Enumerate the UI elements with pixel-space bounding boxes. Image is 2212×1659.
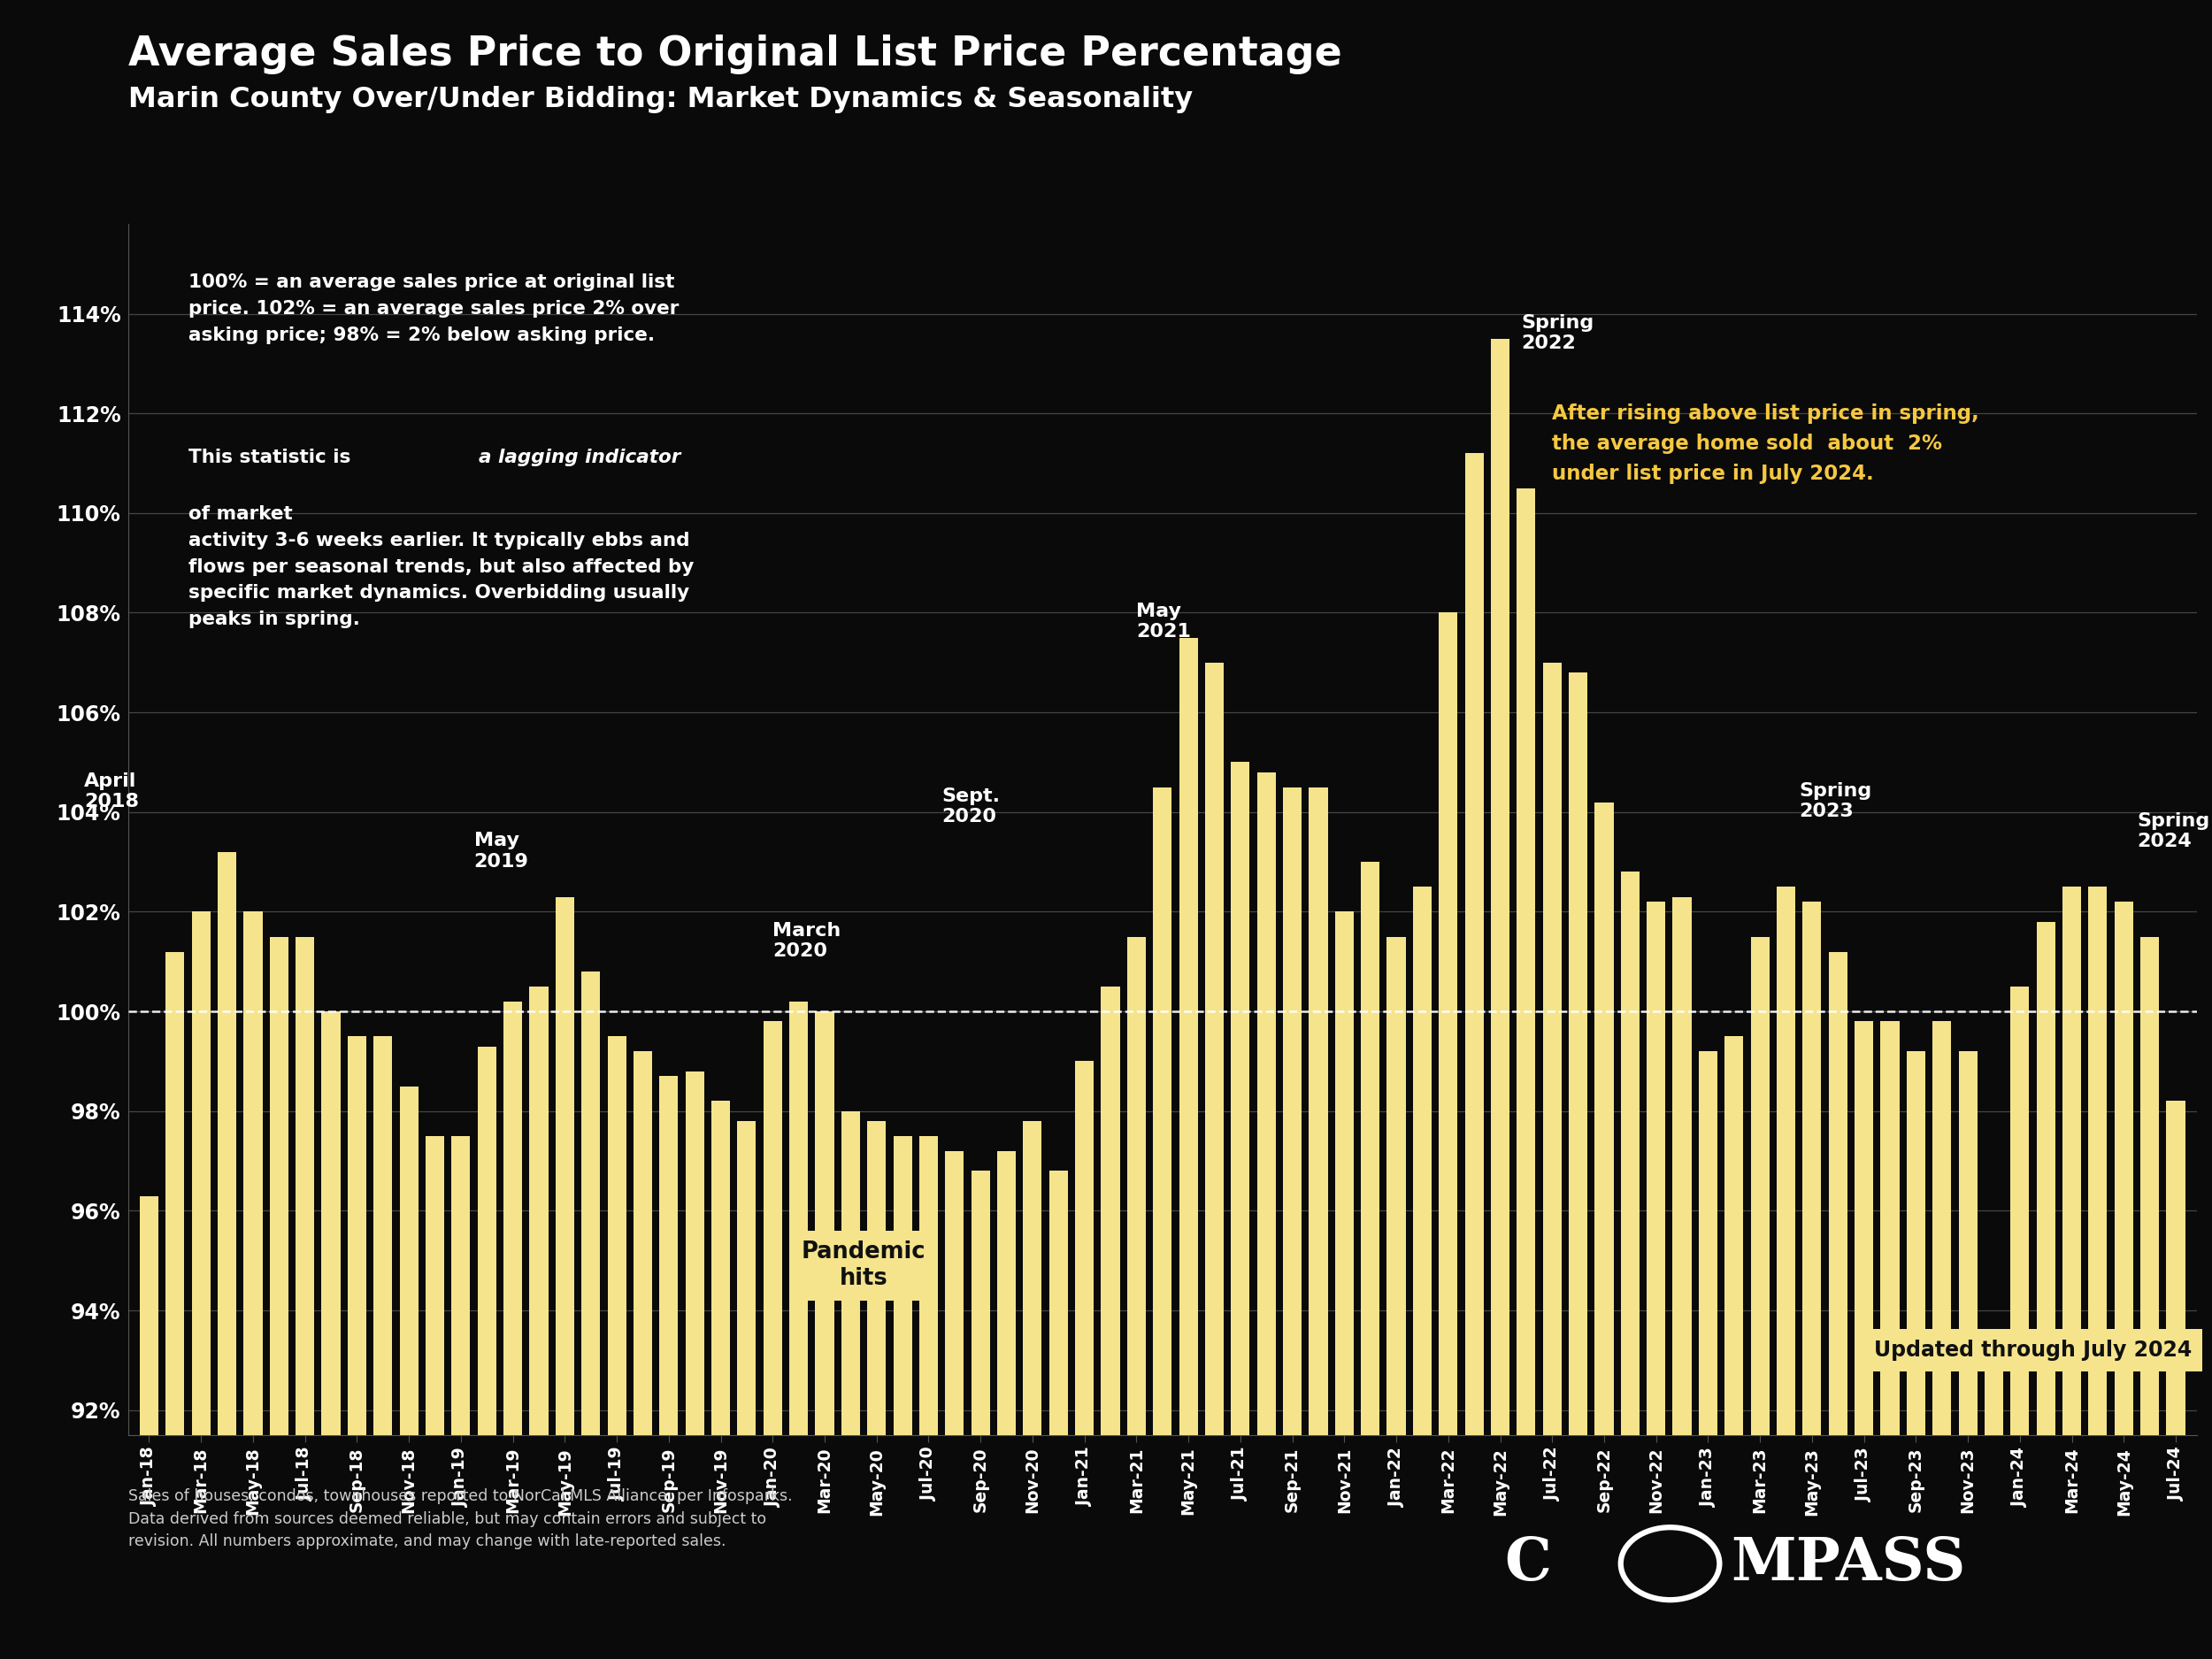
- Bar: [270, 937, 288, 1659]
- Bar: [1075, 1062, 1093, 1659]
- Bar: [1024, 1121, 1042, 1659]
- Bar: [1984, 1335, 2004, 1659]
- Bar: [1179, 637, 1197, 1659]
- Text: May
2021: May 2021: [1137, 602, 1192, 640]
- Bar: [504, 1002, 522, 1659]
- Bar: [1152, 786, 1172, 1659]
- Bar: [347, 1037, 367, 1659]
- Bar: [1672, 898, 1692, 1659]
- Text: Sales of houses, condos, townhouses reported to NorCal MLS Alliance, per Infospa: Sales of houses, condos, townhouses repo…: [128, 1488, 792, 1550]
- Bar: [1595, 801, 1613, 1659]
- Bar: [2166, 1102, 2185, 1659]
- Bar: [633, 1052, 653, 1659]
- Bar: [400, 1087, 418, 1659]
- Bar: [1829, 952, 1847, 1659]
- Bar: [763, 1022, 783, 1659]
- Bar: [217, 853, 237, 1659]
- Bar: [2141, 937, 2159, 1659]
- Bar: [1776, 888, 1796, 1659]
- Bar: [1464, 453, 1484, 1659]
- Bar: [1725, 1037, 1743, 1659]
- Bar: [1048, 1171, 1068, 1659]
- Bar: [1907, 1052, 1924, 1659]
- Text: After rising above list price in spring,
the average home sold  about  2%
under : After rising above list price in spring,…: [1553, 403, 1980, 483]
- Bar: [478, 1047, 495, 1659]
- Bar: [192, 912, 210, 1659]
- Bar: [1621, 873, 1639, 1659]
- Bar: [659, 1077, 679, 1659]
- Text: Spring
2024: Spring 2024: [2137, 811, 2210, 851]
- Bar: [1283, 786, 1301, 1659]
- Bar: [1646, 902, 1666, 1659]
- Text: May
2019: May 2019: [473, 833, 529, 871]
- Bar: [425, 1136, 445, 1659]
- Text: March
2020: March 2020: [772, 922, 841, 961]
- Text: of market
activity 3-6 weeks earlier. It typically ebbs and
flows per seasonal t: of market activity 3-6 weeks earlier. It…: [188, 506, 695, 629]
- Bar: [737, 1121, 757, 1659]
- Bar: [1310, 786, 1327, 1659]
- Bar: [2011, 987, 2028, 1659]
- Bar: [1102, 987, 1119, 1659]
- Bar: [1387, 937, 1405, 1659]
- Bar: [166, 952, 184, 1659]
- Bar: [894, 1136, 911, 1659]
- Bar: [529, 987, 549, 1659]
- Bar: [1958, 1052, 1978, 1659]
- Bar: [1334, 912, 1354, 1659]
- Bar: [1517, 488, 1535, 1659]
- Bar: [1699, 1052, 1717, 1659]
- Bar: [2115, 902, 2132, 1659]
- Text: This statistic is: This statistic is: [188, 448, 356, 466]
- Bar: [1568, 672, 1588, 1659]
- Text: 100% = an average sales price at original list
price. 102% = an average sales pr: 100% = an average sales price at origina…: [188, 274, 679, 343]
- Bar: [296, 937, 314, 1659]
- Bar: [790, 1002, 807, 1659]
- Bar: [867, 1121, 887, 1659]
- Text: Updated through July 2024: Updated through July 2024: [1874, 1340, 2192, 1360]
- Text: April
2018: April 2018: [84, 771, 139, 810]
- Bar: [321, 1012, 341, 1659]
- Bar: [608, 1037, 626, 1659]
- Bar: [1206, 662, 1223, 1659]
- Bar: [2088, 888, 2108, 1659]
- Bar: [582, 972, 599, 1659]
- Bar: [1128, 937, 1146, 1659]
- Bar: [374, 1037, 392, 1659]
- Bar: [243, 912, 263, 1659]
- Bar: [1232, 761, 1250, 1659]
- Bar: [841, 1112, 860, 1659]
- Text: MPASS: MPASS: [1730, 1535, 1964, 1593]
- Text: C: C: [1504, 1535, 1551, 1593]
- Bar: [686, 1072, 703, 1659]
- Bar: [1542, 662, 1562, 1659]
- Bar: [1854, 1022, 1874, 1659]
- Bar: [920, 1136, 938, 1659]
- Bar: [451, 1136, 471, 1659]
- Bar: [1438, 612, 1458, 1659]
- Bar: [555, 898, 575, 1659]
- Bar: [945, 1151, 964, 1659]
- Bar: [1803, 902, 1820, 1659]
- Bar: [816, 1012, 834, 1659]
- Text: Spring
2022: Spring 2022: [1522, 314, 1593, 352]
- Bar: [971, 1171, 991, 1659]
- Bar: [1360, 863, 1380, 1659]
- Bar: [712, 1102, 730, 1659]
- Bar: [2062, 888, 2081, 1659]
- Bar: [1491, 338, 1509, 1659]
- Bar: [1256, 771, 1276, 1659]
- Text: Marin County Over/Under Bidding: Market Dynamics & Seasonality: Marin County Over/Under Bidding: Market …: [128, 86, 1192, 114]
- Text: Average Sales Price to Original List Price Percentage: Average Sales Price to Original List Pri…: [128, 35, 1343, 75]
- Bar: [1413, 888, 1431, 1659]
- Bar: [1880, 1022, 1900, 1659]
- Text: Sept.
2020: Sept. 2020: [942, 786, 1000, 826]
- Bar: [1933, 1022, 1951, 1659]
- Bar: [998, 1151, 1015, 1659]
- Text: Spring
2023: Spring 2023: [1798, 781, 1871, 821]
- Text: a lagging indicator: a lagging indicator: [480, 448, 681, 466]
- Text: Pandemic
hits: Pandemic hits: [801, 1241, 927, 1291]
- Bar: [1750, 937, 1770, 1659]
- Bar: [139, 1196, 159, 1659]
- Bar: [2037, 922, 2055, 1659]
